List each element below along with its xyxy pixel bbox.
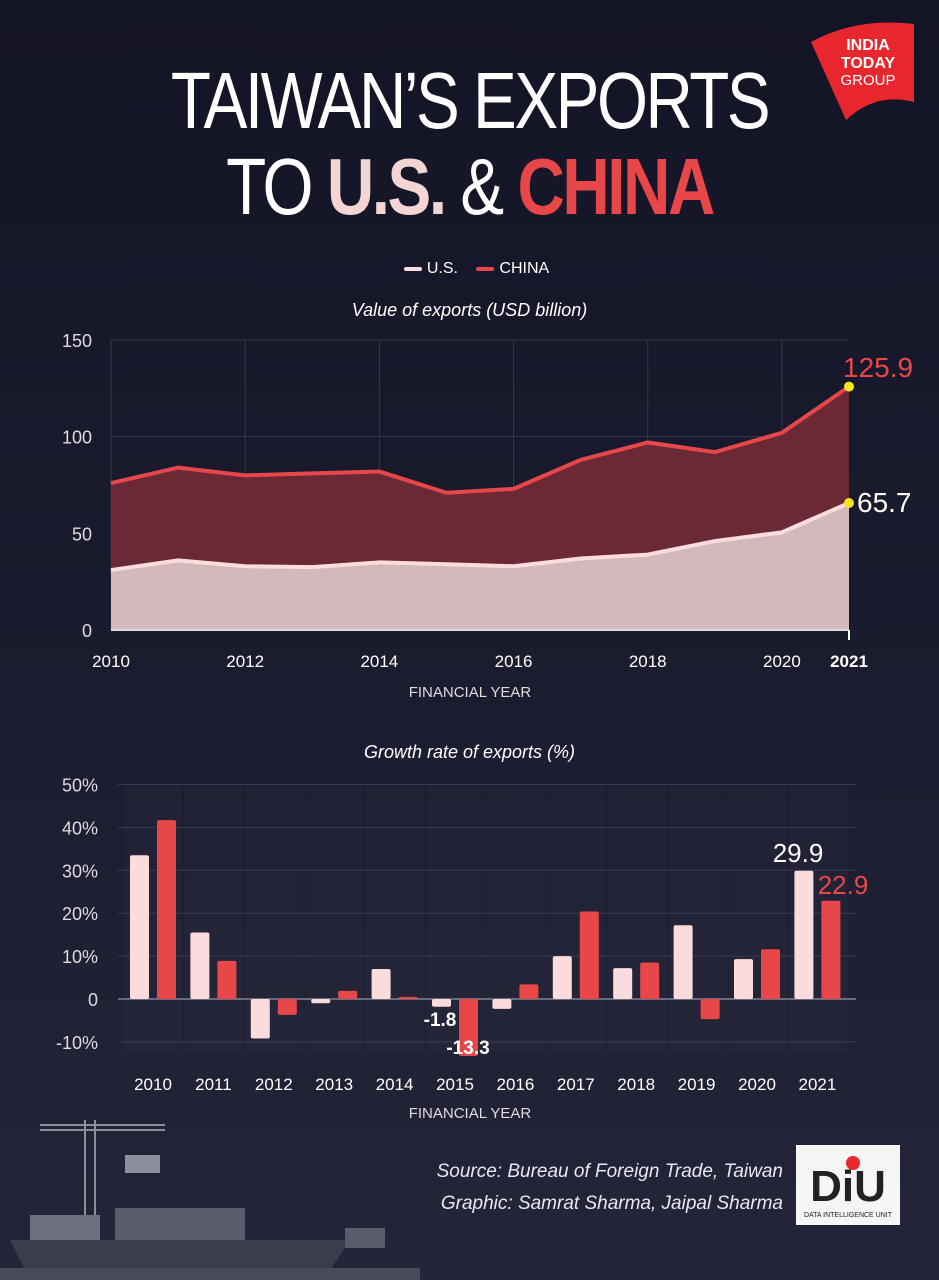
us-bar [432,999,451,1007]
category-band [729,784,787,1052]
us-bar [190,932,210,999]
china-line [110,384,851,495]
china-bar [821,900,841,999]
china-2015-label: -13.3 [446,1038,489,1059]
y-tick-label: 0 [82,621,92,641]
svg-text:DiU: DiU [810,1162,886,1211]
us-bar [130,855,149,999]
x-tick-label: 2014 [376,1075,414,1094]
china-bar [459,999,478,1057]
x-tick-label: 2019 [678,1075,716,1094]
x-tick-label: 2020 [763,652,801,671]
us-bar [311,999,331,1004]
y-tick-label: 10% [62,947,98,967]
area-chart-title: Value of exports (USD billion) [351,300,588,320]
title-to: TO [226,142,327,231]
y-tick-label: 0 [88,990,98,1010]
svg-text:INDIA: INDIA [846,37,890,54]
us-2015-label: -1.8 [424,1010,457,1031]
us-bar [613,968,633,999]
y-tick-label: 50 [72,524,92,544]
x-tick-label: 2010 [92,652,130,671]
category-band [185,784,243,1052]
india-today-logo: INDIA TODAY GROUP [811,22,914,120]
china-bar [579,911,599,999]
y-tick-label: 50% [62,776,98,796]
y-tick-label: 30% [62,861,98,881]
x-tick-label: 2014 [360,652,398,671]
china-bar [277,999,297,1015]
svg-text:TODAY: TODAY [841,55,896,72]
legend-china: CHINA [499,260,550,277]
svg-text:GROUP: GROUP [840,72,895,89]
graphic-credit: Graphic: Samrat Sharma, Jaipal Sharma [440,1193,783,1214]
bar-chart-title: Growth rate of exports (%) [363,742,576,762]
china-bar [640,962,660,999]
diu-logo: DiU DATA INTELLIGENCE UNIT [796,1145,900,1225]
ship-illustration [0,1120,420,1280]
us-bar [552,956,572,999]
title-amp: & [444,142,518,231]
us-bar [794,870,814,999]
us-line [110,501,850,573]
category-band [608,784,666,1052]
legend-swatch-china [476,266,495,271]
us-bar [250,999,270,1039]
y-tick-label: 100 [62,428,92,448]
svg-text:DATA INTELLIGENCE UNIT: DATA INTELLIGENCE UNIT [804,1212,893,1219]
credits: Source: Bureau of Foreign Trade, Taiwan … [437,1156,783,1220]
title-china: CHINA [517,142,715,231]
china-bar [398,996,418,999]
legend: U.S. CHINA [0,260,939,278]
us-bar [371,968,391,999]
y-tick-label: 20% [62,904,98,924]
x-tick-label: 2016 [496,1075,534,1094]
china-bar [157,820,176,999]
x-tick-label: 2017 [557,1075,595,1094]
china-bar [700,999,720,1020]
china-bar [519,984,539,999]
x-axis-label: FINANCIAL YEAR [409,684,532,701]
x-tick-label: 2018 [629,652,667,671]
x-tick-label: 2021 [830,652,868,671]
y-tick-label: 150 [62,331,92,351]
china-bar [217,960,237,999]
x-tick-label: 2010 [134,1075,172,1094]
legend-swatch-us [403,266,422,271]
source-text: Source: Bureau of Foreign Trade, Taiwan [436,1161,783,1182]
x-tick-label: 2020 [738,1075,776,1094]
us-2021-label: 29.9 [773,838,824,868]
x-tick-label: 2016 [495,652,533,671]
china-bar [338,990,358,999]
x-tick-label: 2015 [436,1075,474,1094]
area-chart: 0 50 100 150 2010 2012 2014 2016 2018 2020 2021 FIN… [62,331,913,701]
x-tick-label: 2021 [798,1075,836,1094]
title-line-2: TO U.S. & CHINA [85,144,855,230]
us-2021-label: 65.7 [857,487,912,518]
us-2021-point [844,497,854,508]
china-2021-label: 22.9 [818,870,869,900]
y-tick-label: 40% [62,818,98,838]
category-band [366,784,424,1052]
x-tick-label: 2018 [617,1075,655,1094]
x-tick-label: 2011 [195,1075,232,1094]
category-band [306,784,364,1052]
page-title: TAIWAN’S EXPORTS TO U.S. & CHINA [85,58,855,230]
category-band [487,784,545,1052]
us-bar [734,959,753,999]
china-2021-label: 125.9 [843,352,913,383]
title-line-1: TAIWAN’S EXPORTS [170,56,771,145]
legend-us: U.S. [426,260,458,277]
us-bar [673,925,693,999]
title-us: U.S. [326,142,447,231]
x-tick-label: 2013 [315,1075,353,1094]
y-tick-label: -10% [56,1033,98,1053]
x-tick-label: 2012 [226,652,264,671]
china-2021-point [844,381,854,392]
us-bar [492,999,512,1009]
china-bar [761,949,780,999]
x-tick-label: 2012 [255,1075,293,1094]
x-axis-label: FINANCIAL YEAR [409,1105,532,1122]
